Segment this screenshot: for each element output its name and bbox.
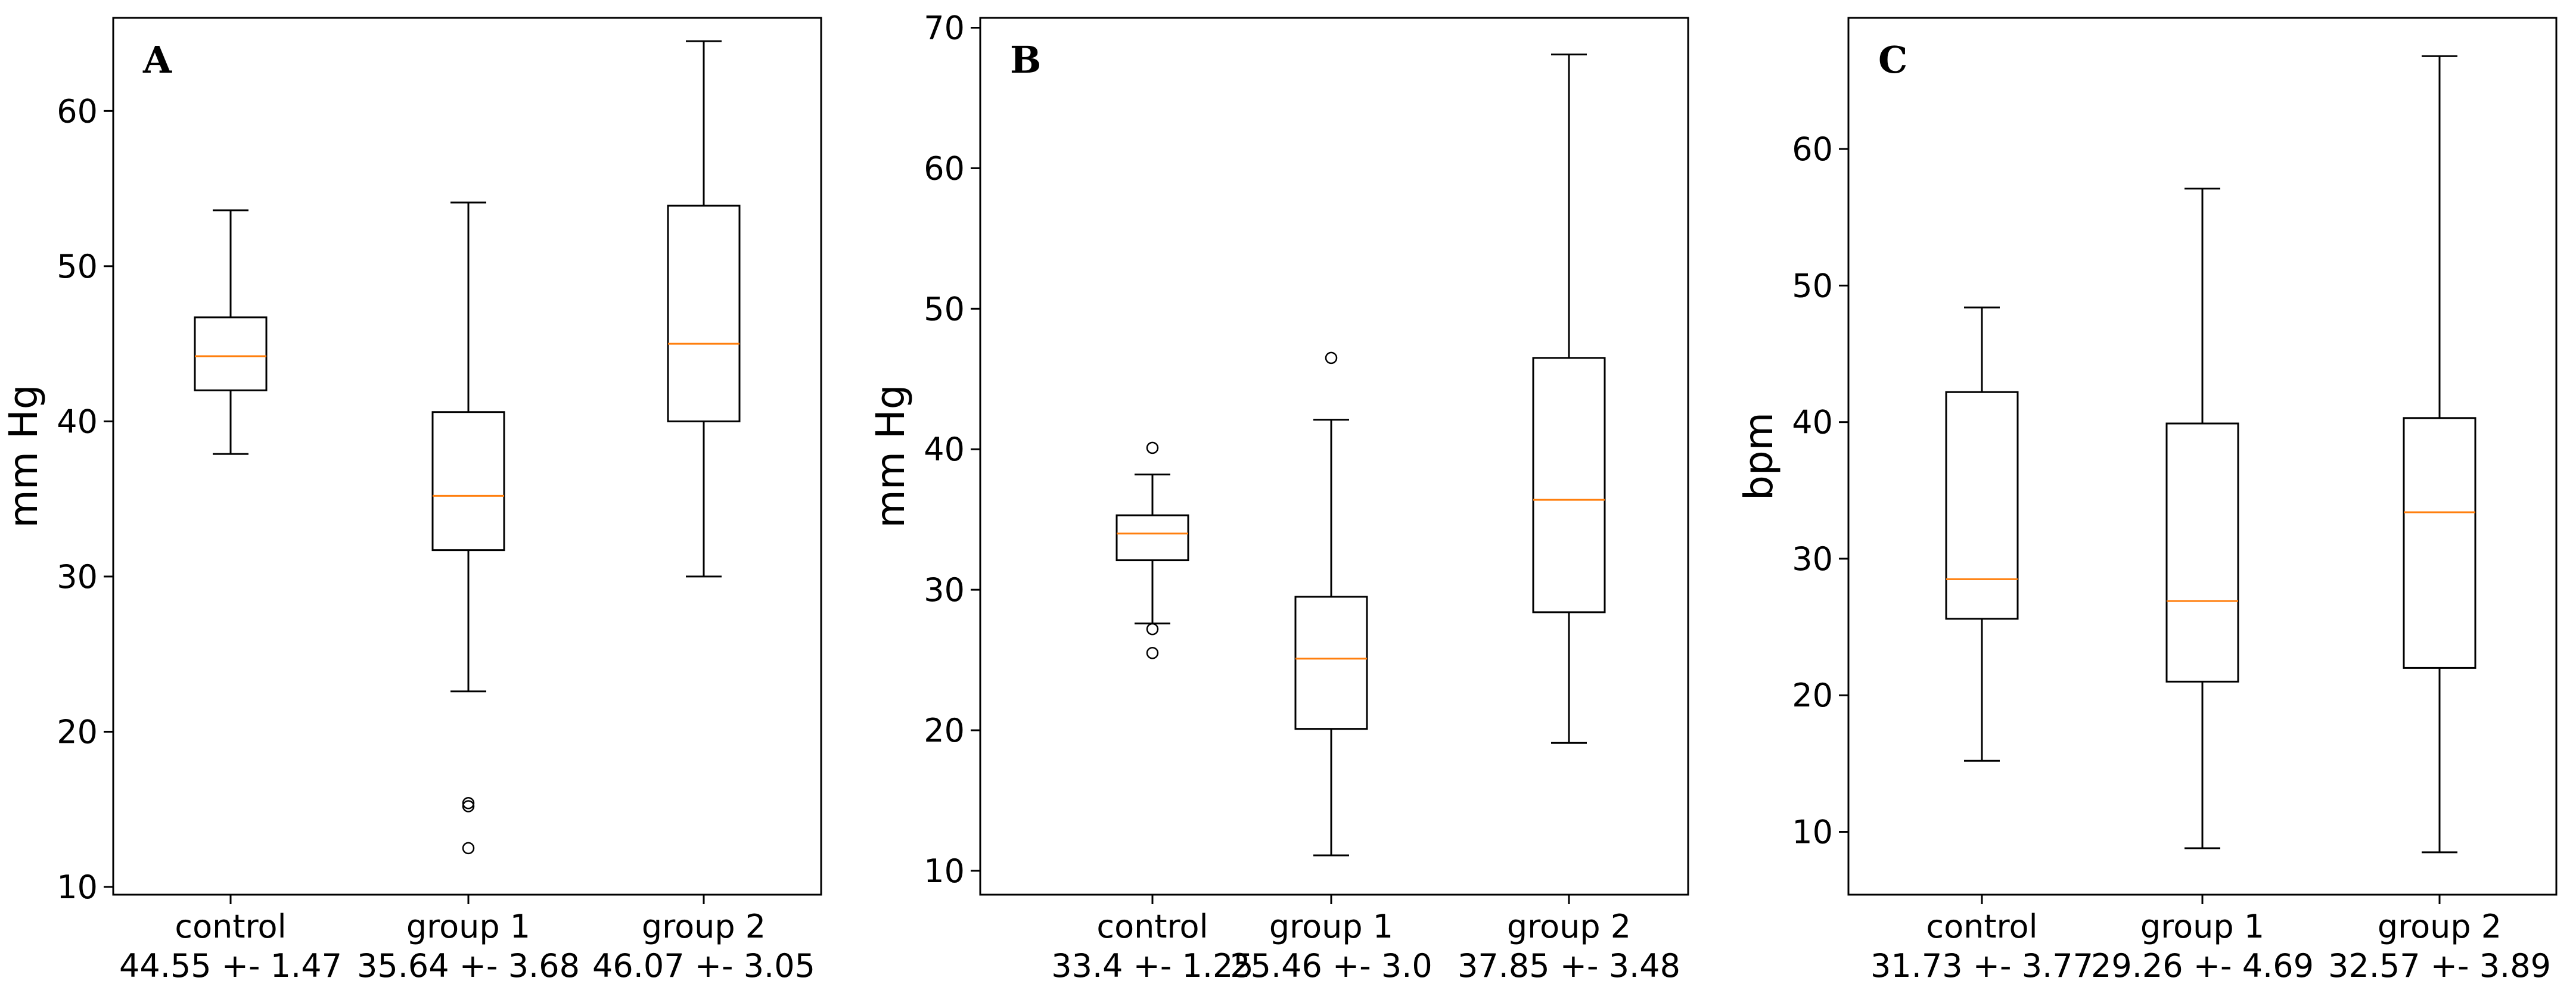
x-tick-label: control (1096, 908, 1208, 945)
box-group-1 (431, 201, 505, 855)
x-tick-label: group 1 (1269, 908, 1393, 945)
y-tick-label: 10 (924, 852, 965, 890)
y-axis-label: mm Hg (1, 384, 46, 528)
y-tick-label: 40 (924, 431, 965, 468)
iqr-box (431, 411, 505, 552)
iqr-box (1294, 596, 1368, 730)
x-tick-label: group 1 (406, 908, 530, 945)
x-tick-label: group 1 (2140, 908, 2264, 945)
x-tick-label: group 2 (2378, 908, 2502, 945)
y-axis-label: bpm (1736, 412, 1782, 500)
outlier-point (462, 800, 475, 812)
x-tick-stat-label: 25.46 +- 3.0 (1230, 947, 1433, 985)
box-group-2 (2403, 55, 2476, 854)
box-control (194, 209, 268, 455)
outlier-point (1146, 441, 1159, 454)
outlier-point (1325, 351, 1338, 365)
x-tick-stat-label: 29.26 +- 4.69 (2091, 947, 2314, 985)
x-tick-stat-label: 31.73 +- 3.77 (1870, 947, 2093, 985)
y-tick-label: 50 (1792, 267, 1833, 304)
y-tick-label: 10 (1792, 814, 1833, 851)
iqr-box (1532, 357, 1606, 614)
y-tick-label: 50 (924, 290, 965, 328)
y-tick-label: 60 (57, 92, 98, 130)
iqr-box (1115, 514, 1189, 562)
iqr-box (194, 316, 268, 391)
y-tick-label: 10 (57, 868, 98, 906)
outlier-point (462, 797, 475, 809)
box-control (1115, 441, 1189, 659)
y-tick-label: 40 (1792, 404, 1833, 441)
x-tick-label: control (1926, 908, 2037, 945)
x-tick-stat-label: 37.85 +- 3.48 (1458, 947, 1680, 985)
y-tick-label: 20 (1792, 677, 1833, 714)
iqr-box (2165, 422, 2239, 683)
y-tick-label: 70 (924, 10, 965, 47)
panel-label: C (1878, 38, 1907, 82)
y-tick-label: 30 (57, 558, 98, 596)
panel-label: B (1010, 38, 1041, 82)
y-tick-label: 60 (924, 150, 965, 187)
y-tick-label: 30 (924, 571, 965, 609)
iqr-box (2403, 417, 2476, 669)
x-tick-stat-label: 44.55 +- 1.47 (119, 947, 342, 985)
x-tick-stat-label: 33.4 +- 1.25 (1051, 947, 1254, 985)
box-group-2 (1532, 53, 1606, 744)
x-tick-stat-label: 46.07 +- 3.05 (592, 947, 815, 985)
y-tick-label: 20 (57, 713, 98, 751)
y-axis-label: mm Hg (868, 384, 913, 528)
x-tick-label: group 2 (1507, 908, 1631, 945)
panel-label: A (142, 38, 172, 82)
outlier-point (462, 842, 475, 855)
box-group-1 (1294, 351, 1368, 857)
x-tick-stat-label: 35.64 +- 3.68 (357, 947, 580, 985)
y-tick-label: 60 (1792, 130, 1833, 168)
outlier-point (1146, 622, 1159, 636)
box-group-2 (667, 40, 741, 578)
box-group-1 (2165, 188, 2239, 849)
outlier-point (1146, 647, 1159, 659)
y-tick-label: 50 (57, 248, 98, 285)
y-tick-label: 30 (1792, 540, 1833, 578)
y-tick-label: 20 (924, 712, 965, 749)
x-tick-label: control (175, 908, 286, 945)
x-tick-label: group 2 (642, 908, 766, 945)
axes-frame (112, 17, 822, 896)
y-tick-label: 40 (57, 403, 98, 440)
box-control (1945, 306, 2019, 762)
iqr-box (667, 204, 741, 422)
x-tick-stat-label: 32.57 +- 3.89 (2328, 947, 2551, 985)
axes-frame (979, 17, 1689, 896)
iqr-box (1945, 391, 2019, 620)
